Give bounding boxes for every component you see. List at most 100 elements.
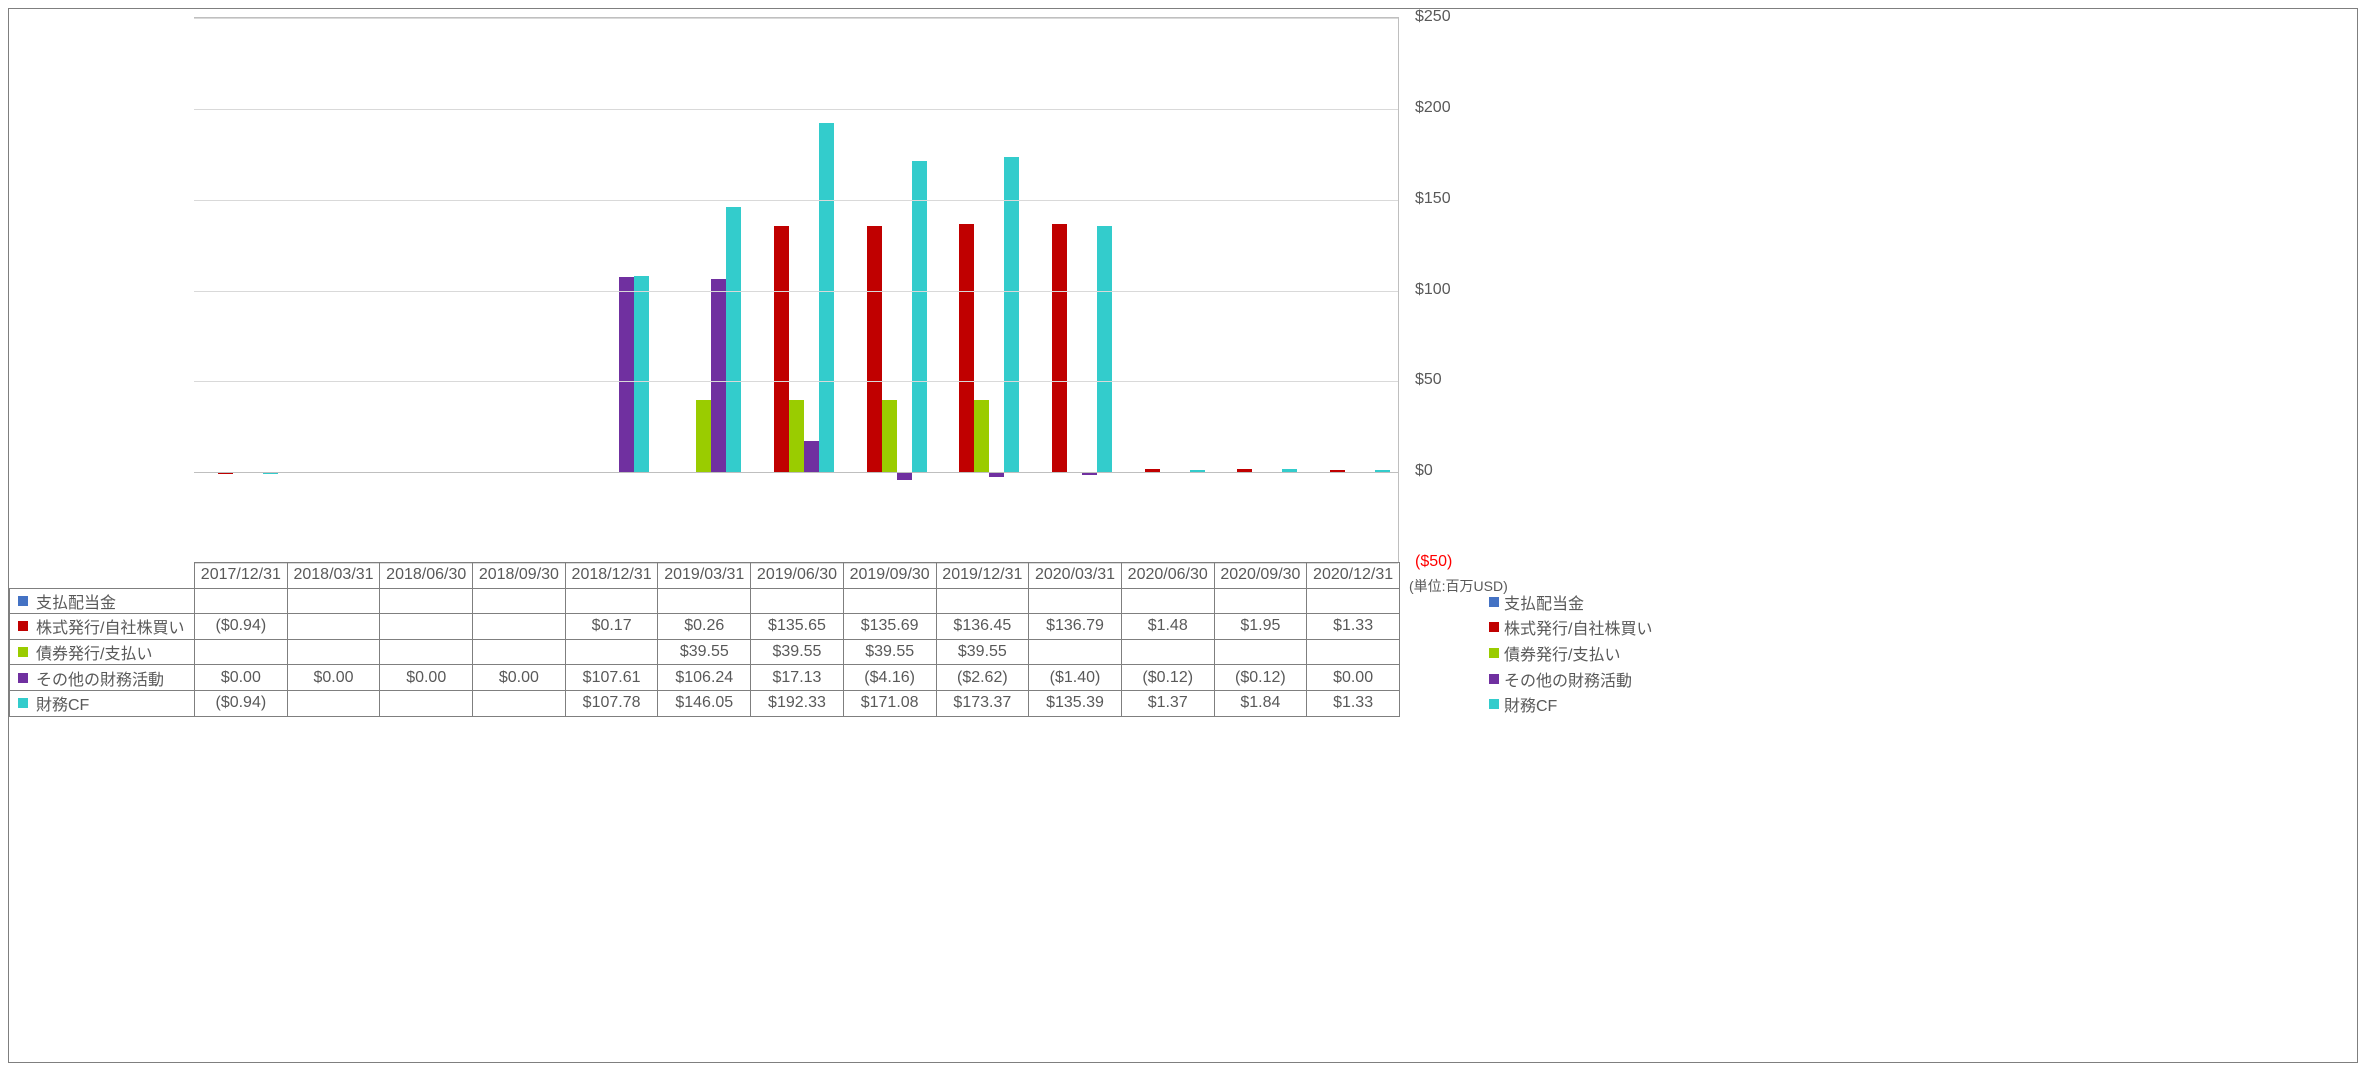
legend-marker — [1489, 699, 1499, 709]
y-tick-label: $100 — [1415, 281, 1451, 299]
bar-equity — [1052, 224, 1067, 473]
bar-debt — [882, 400, 897, 472]
legend-marker — [1489, 597, 1499, 607]
legend: 支払配当金株式発行/自社株買い債券発行/支払いその他の財務活動財務CF — [1489, 589, 1652, 717]
row-marker — [18, 698, 28, 708]
gridline — [194, 291, 1398, 292]
table-cell: $192.33 — [751, 690, 844, 716]
table-cell — [1121, 639, 1214, 665]
table-row-dividends: 支払配当金 — [10, 588, 1400, 614]
bar-cf — [912, 161, 927, 472]
table-corner — [10, 563, 195, 589]
table-cell — [473, 639, 566, 665]
table-row-header: 支払配当金 — [10, 588, 195, 614]
table-cell — [287, 614, 380, 640]
legend-label: 債券発行/支払い — [1504, 641, 1620, 665]
table-cell — [1307, 588, 1400, 614]
bar-equity — [959, 224, 974, 472]
legend-label: その他の財務活動 — [1504, 667, 1632, 691]
table-cell: ($0.94) — [195, 614, 288, 640]
bar-other — [619, 277, 634, 472]
table-cell — [287, 588, 380, 614]
gridline — [194, 200, 1398, 201]
gridline — [194, 381, 1398, 382]
y-axis-ticks: $250$200$150$100$50$0($50) — [1409, 17, 1489, 562]
legend-label: 株式発行/自社株買い — [1504, 615, 1652, 639]
gridline — [194, 472, 1398, 473]
y-tick-label: $200 — [1415, 99, 1451, 117]
legend-label: 支払配当金 — [1504, 590, 1584, 614]
table-cell: $173.37 — [936, 690, 1029, 716]
table-cell: $106.24 — [658, 665, 751, 691]
bar-debt — [696, 400, 711, 472]
table-col-header: 2020/06/30 — [1121, 563, 1214, 589]
table-cell — [380, 614, 473, 640]
table-col-header: 2020/09/30 — [1214, 563, 1307, 589]
table-cell — [1307, 639, 1400, 665]
table-cell: $0.00 — [195, 665, 288, 691]
table-cell — [565, 639, 658, 665]
plot-area — [194, 17, 1399, 562]
bar-debt — [974, 400, 989, 472]
y-tick-label: ($50) — [1415, 553, 1452, 571]
table-cell: $1.95 — [1214, 614, 1307, 640]
row-marker — [18, 673, 28, 683]
row-label: その他の財務活動 — [36, 672, 164, 689]
legend-marker — [1489, 648, 1499, 658]
table-cell — [380, 588, 473, 614]
bar-cf — [1097, 226, 1112, 472]
table-cell: $1.33 — [1307, 614, 1400, 640]
legend-item-debt: 債券発行/支払い — [1489, 640, 1652, 666]
table-row-equity: 株式発行/自社株買い($0.94)$0.17$0.26$135.65$135.6… — [10, 614, 1400, 640]
table-cell: ($0.12) — [1121, 665, 1214, 691]
table-cell: $107.78 — [565, 690, 658, 716]
table-col-header: 2017/12/31 — [195, 563, 288, 589]
table-cell — [473, 588, 566, 614]
legend-label: 財務CF — [1504, 692, 1557, 716]
row-label: 支払配当金 — [36, 595, 116, 612]
table-cell — [1214, 588, 1307, 614]
table-cell: $0.00 — [1307, 665, 1400, 691]
bar-cf — [726, 207, 741, 472]
row-marker — [18, 647, 28, 657]
table-col-header: 2020/03/31 — [1029, 563, 1122, 589]
table-cell: $39.55 — [936, 639, 1029, 665]
row-marker — [18, 596, 28, 606]
legend-item-dividends: 支払配当金 — [1489, 589, 1652, 615]
legend-item-cf: 財務CF — [1489, 691, 1652, 717]
table-row-header: 財務CF — [10, 690, 195, 716]
data-table: 2017/12/312018/03/312018/06/302018/09/30… — [9, 562, 1400, 717]
table-cell: ($0.94) — [195, 690, 288, 716]
table-cell: $1.48 — [1121, 614, 1214, 640]
table-cell: $136.79 — [1029, 614, 1122, 640]
table-cell: ($4.16) — [843, 665, 936, 691]
legend-item-equity: 株式発行/自社株買い — [1489, 615, 1652, 641]
table-cell: $1.37 — [1121, 690, 1214, 716]
bar-other — [897, 472, 912, 480]
table-row-other: その他の財務活動$0.00$0.00$0.00$0.00$107.61$106.… — [10, 665, 1400, 691]
table-cell — [936, 588, 1029, 614]
table-cell — [751, 588, 844, 614]
table-cell: $1.84 — [1214, 690, 1307, 716]
table-cell: $39.55 — [843, 639, 936, 665]
table-cell — [195, 588, 288, 614]
table-row-header: 債券発行/支払い — [10, 639, 195, 665]
bar-cf — [819, 123, 834, 472]
legend-marker — [1489, 622, 1499, 632]
bar-cf — [634, 276, 649, 472]
table-cell — [287, 639, 380, 665]
table-cell — [1214, 639, 1307, 665]
table-cell: $17.13 — [751, 665, 844, 691]
table-col-header: 2019/12/31 — [936, 563, 1029, 589]
bar-debt — [789, 400, 804, 472]
table-col-header: 2018/06/30 — [380, 563, 473, 589]
y-tick-label: $150 — [1415, 190, 1451, 208]
table-cell: $146.05 — [658, 690, 751, 716]
table-cell: $0.00 — [380, 665, 473, 691]
bar-other — [711, 279, 726, 472]
table-cell: $0.00 — [473, 665, 566, 691]
table-col-header: 2019/03/31 — [658, 563, 751, 589]
table-row-header: 株式発行/自社株買い — [10, 614, 195, 640]
y-tick-label: $0 — [1415, 462, 1433, 480]
legend-item-other: その他の財務活動 — [1489, 666, 1652, 692]
